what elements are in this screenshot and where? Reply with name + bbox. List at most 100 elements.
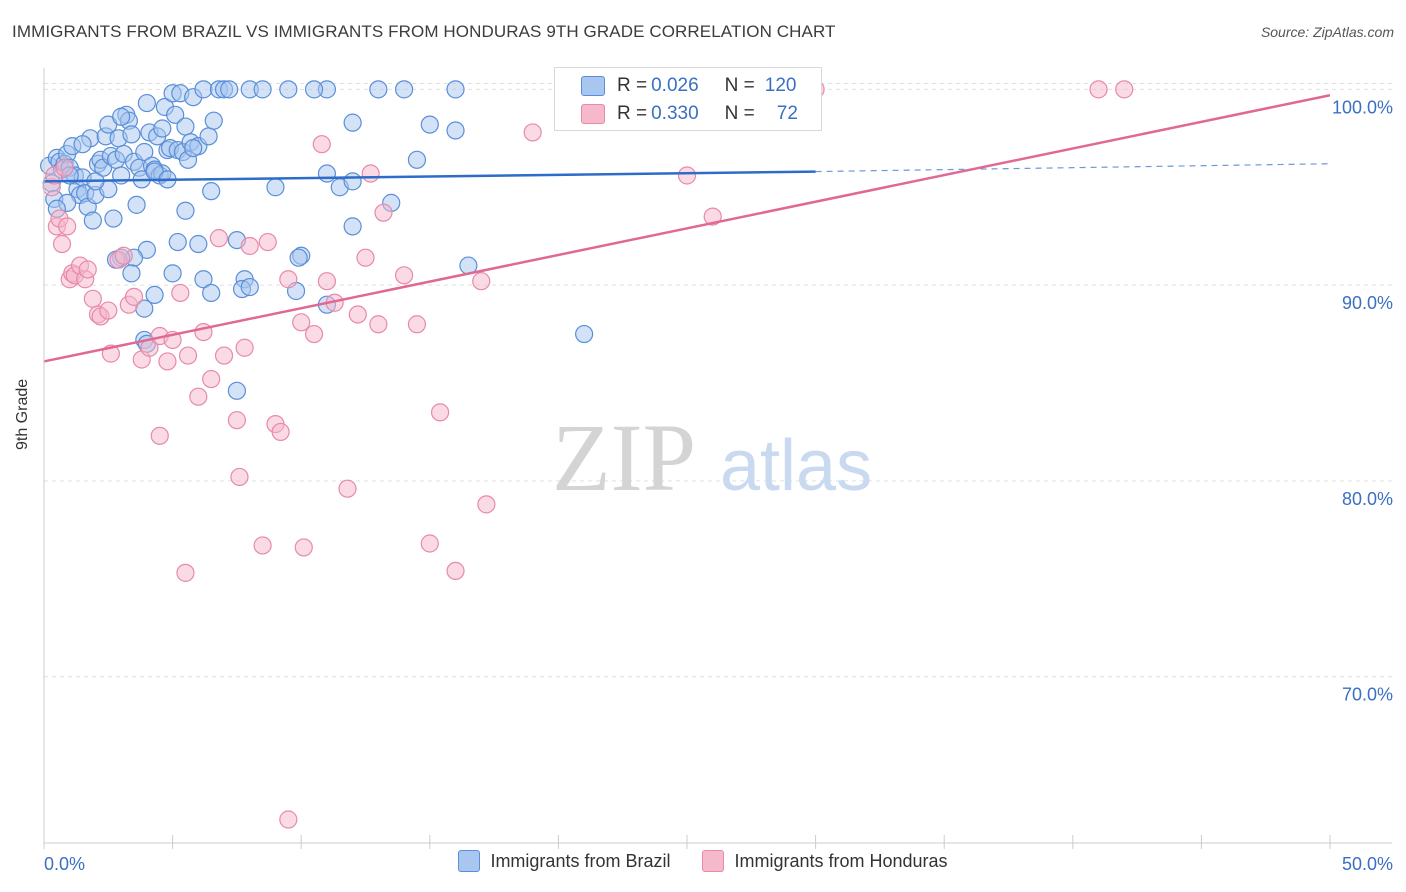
brazil-point [176,117,195,136]
brazil-point [166,105,185,124]
honduras-point [114,246,133,265]
honduras-point [374,203,393,222]
honduras-point [78,260,97,279]
correlation-legend: R = 0.026 N = 120 R = 0.330 N = 72 [554,67,822,131]
honduras-point [83,289,102,308]
brazil-point [145,285,164,304]
y-tick-label: 100.0% [1332,97,1393,117]
honduras-legend-label: Immigrants from Honduras [734,850,948,871]
honduras-point [189,387,208,406]
honduras-swatch [581,104,605,124]
brazil-point [289,248,308,267]
honduras-n-label: N = [724,103,755,124]
y-tick-label: 70.0% [1342,685,1393,705]
trend-lines [43,94,1331,363]
brazil-point [240,277,259,297]
brazil-point [73,135,92,154]
honduras-point [1089,80,1108,99]
honduras-points [42,80,1134,829]
brazil-swatch [581,76,605,96]
honduras-point [150,426,169,445]
honduras-point [235,338,254,357]
honduras-point [279,270,298,289]
honduras-point [227,411,246,430]
honduras-point [271,422,290,442]
brazil-point [194,80,213,99]
honduras-point [430,403,450,422]
honduras-point [369,315,388,334]
brazil-point [420,115,439,134]
brazil-point [127,195,146,214]
honduras-point [361,164,380,183]
brazil-point [253,80,272,99]
honduras-trend-line [43,94,1331,363]
brazil-point [104,209,123,228]
brazil-point [227,381,246,400]
source-label: Source: ZipAtlas.com [1260,24,1394,40]
honduras-point [209,229,228,248]
brazil-point [112,107,131,126]
honduras-point [55,158,74,177]
honduras-point [258,232,277,252]
honduras-point [348,305,367,324]
brazil-point [204,111,223,130]
brazil-point [83,211,102,230]
honduras-point [171,283,190,303]
honduras-point [99,301,118,320]
brazil-point [122,125,141,144]
honduras-point [394,266,414,285]
brazil-point [369,80,388,99]
chart-title: IMMIGRANTS FROM BRAZIL VS IMMIGRANTS FRO… [12,22,836,41]
brazil-point [317,164,337,183]
honduras-point [523,123,542,142]
brazil-point [220,80,239,99]
brazil-point [189,234,208,254]
brazil-point [194,270,213,289]
honduras-point [420,534,439,553]
honduras-point [230,467,249,487]
brazil-point [163,264,182,283]
honduras-n-value: 72 [776,103,798,124]
honduras-point [178,346,198,365]
brazil-point [168,232,187,252]
legend-row-brazil: R = 0.026 N = 120 [581,74,796,98]
honduras-point [446,561,465,581]
brazil-point [343,113,362,132]
honduras-point [124,287,144,306]
honduras-point [253,536,272,555]
series-legend: Immigrants from Brazil Immigrants from H… [0,850,1406,872]
brazil-point [407,150,427,169]
honduras-r-label: R = [617,103,648,124]
brazil-legend-swatch [458,850,481,872]
brazil-point [176,201,195,220]
honduras-point [356,248,375,267]
honduras-point [292,313,311,332]
y-tick-label: 90.0% [1342,293,1393,313]
x-tick-label-min: 0.0% [44,854,85,874]
brazil-point [202,182,221,201]
brazil-point [575,324,594,344]
honduras-point [52,234,72,254]
brazil-point [135,142,154,162]
honduras-point [304,324,324,344]
honduras-point [240,236,259,256]
honduras-point [214,346,234,365]
brazil-point [446,80,465,99]
honduras-point [279,810,298,829]
honduras-r-value: 0.330 [651,103,699,124]
brazil-point [394,80,414,99]
brazil-r-label: R = [617,75,648,96]
brazil-point [199,127,218,146]
brazil-point [343,172,362,191]
brazil-point [279,80,298,99]
honduras-point [1115,80,1134,99]
brazil-points [40,80,594,400]
x-tick-label-max: 50.0% [1342,854,1393,874]
y-tick-label: 80.0% [1342,489,1393,509]
honduras-point [703,207,722,226]
brazil-trend-extension [815,163,1331,173]
watermark-zip: ZIP [552,404,696,511]
brazil-point [202,283,221,303]
honduras-point [677,166,697,185]
brazil-trend-line [43,170,816,183]
